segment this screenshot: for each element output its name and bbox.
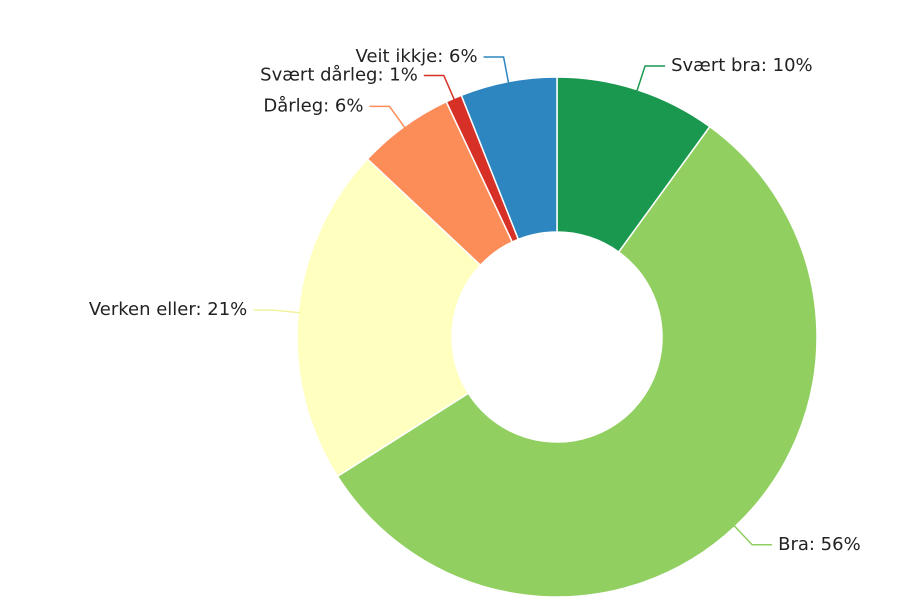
slice-label: Svært dårleg: 1% [260,64,418,85]
slice-label: Veit ikkje: 6% [356,46,478,67]
donut-slice [296,157,482,478]
slice-label: Bra: 56% [778,534,861,555]
leader-line [423,74,456,101]
leader-line [483,56,510,84]
slice-label: Svært bra: 10% [671,55,813,76]
donut-slice [556,76,711,254]
slice-label: Verken eller: 21% [89,299,247,320]
leader-line [733,524,773,546]
leader-line [636,65,666,92]
leader-line [253,309,301,314]
leader-line [369,105,406,129]
slice-label: Dårleg: 6% [263,95,363,116]
donut-slice [336,125,818,598]
donut-slice [460,76,558,241]
